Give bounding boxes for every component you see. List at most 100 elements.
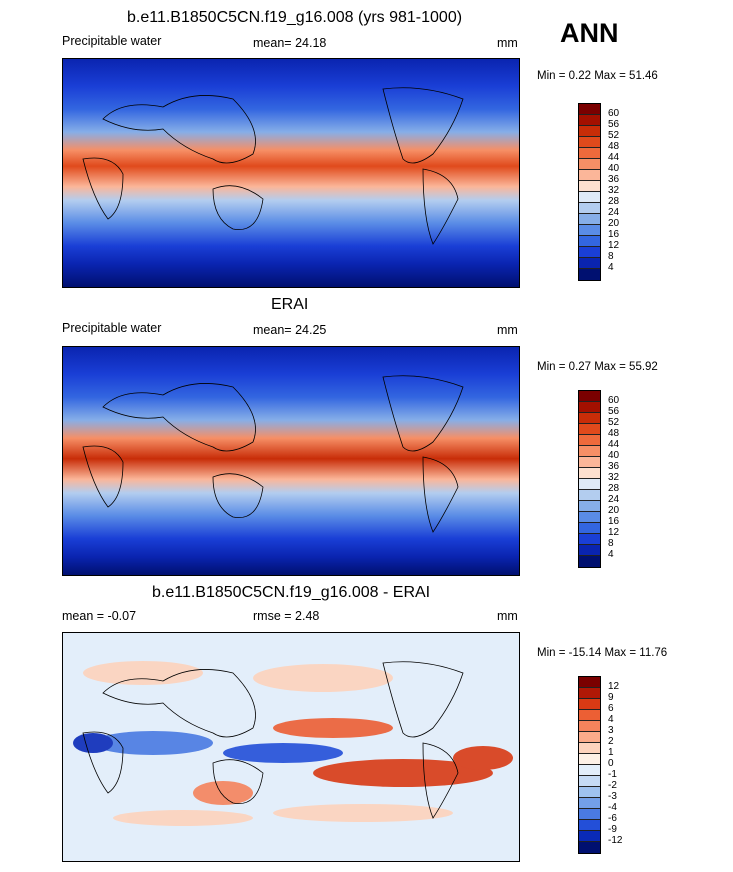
colorbar-box	[579, 490, 600, 501]
colorbar-tick-label: 36	[608, 461, 620, 472]
colorbar-box	[579, 787, 600, 798]
colorbar-box	[579, 699, 600, 710]
colorbar-tick-label: 52	[608, 417, 620, 428]
colorbar-tick-label: -3	[608, 791, 617, 802]
colorbar-box	[579, 214, 600, 225]
panel3-mean-value: -0.07	[107, 609, 137, 623]
colorbar-tick-label: 12	[608, 527, 620, 538]
panel2-minmax: Min = 0.27 Max = 55.92	[537, 361, 658, 373]
panel1-mean-value: 24.18	[295, 36, 327, 50]
colorbar-tick-label: 24	[608, 494, 620, 505]
colorbar-tick-label: 20	[608, 218, 620, 229]
panel3-rmse: rmse = 2.48	[253, 609, 319, 623]
panel3-colorbar	[578, 676, 601, 854]
colorbar-box	[579, 842, 600, 853]
panel3-title: b.e11.B1850C5CN.f19_g16.008 - ERAI	[152, 584, 431, 601]
colorbar-tick-label: 2	[608, 736, 614, 747]
colorbar-box	[579, 523, 600, 534]
colorbar-tick-label: -4	[608, 802, 617, 813]
colorbar-box	[579, 688, 600, 699]
colorbar-tick-label: 48	[608, 428, 620, 439]
colorbar-box	[579, 501, 600, 512]
colorbar-box	[579, 754, 600, 765]
colorbar-box	[579, 809, 600, 820]
panel1-map	[62, 58, 520, 288]
colorbar-tick-label: 40	[608, 163, 620, 174]
colorbar-tick-label: -6	[608, 813, 617, 824]
panel1-variable-label: Precipitable water	[62, 34, 162, 48]
panel2-colorbar	[578, 390, 601, 568]
panel2-units: mm	[497, 323, 518, 337]
colorbar-box	[579, 137, 600, 148]
colorbar-box	[579, 391, 600, 402]
colorbar-box	[579, 115, 600, 126]
panel3-mean-label: mean =	[62, 609, 105, 623]
colorbar-tick-label: 9	[608, 692, 614, 703]
colorbar-tick-label: 1	[608, 747, 614, 758]
colorbar-tick-label: 4	[608, 714, 614, 725]
colorbar-box	[579, 225, 600, 236]
colorbar-tick-label: 0	[608, 758, 614, 769]
colorbar-box	[579, 743, 600, 754]
colorbar-box	[579, 776, 600, 787]
colorbar-tick-label: -9	[608, 824, 617, 835]
colorbar-tick-label: 4	[608, 549, 614, 560]
panel1-colorbar	[578, 103, 601, 281]
colorbar-tick-label: 12	[608, 681, 620, 692]
colorbar-box	[579, 446, 600, 457]
colorbar-box	[579, 247, 600, 258]
panel2-mean-label: mean=	[253, 323, 292, 337]
panel2-map	[62, 346, 520, 576]
colorbar-tick-label: 16	[608, 229, 620, 240]
colorbar-box	[579, 435, 600, 446]
colorbar-tick-label: 32	[608, 185, 620, 196]
colorbar-tick-label: 48	[608, 141, 620, 152]
colorbar-box	[579, 159, 600, 170]
colorbar-box	[579, 181, 600, 192]
colorbar-tick-label: 36	[608, 174, 620, 185]
colorbar-tick-label: 16	[608, 516, 620, 527]
colorbar-box	[579, 512, 600, 523]
colorbar-box	[579, 710, 600, 721]
panel2-mean-value: 24.25	[295, 323, 327, 337]
colorbar-box	[579, 534, 600, 545]
colorbar-tick-label: -12	[608, 835, 623, 846]
colorbar-tick-label: -2	[608, 780, 617, 791]
panel2-mean: mean= 24.25	[253, 323, 326, 337]
colorbar-box	[579, 798, 600, 809]
colorbar-box	[579, 203, 600, 214]
colorbar-tick-label: 56	[608, 119, 620, 130]
colorbar-box	[579, 545, 600, 556]
colorbar-tick-label: 20	[608, 505, 620, 516]
colorbar-tick-label: 6	[608, 703, 614, 714]
colorbar-tick-label: 56	[608, 406, 620, 417]
colorbar-box	[579, 402, 600, 413]
panel3-minmax: Min = -15.14 Max = 11.76	[537, 647, 668, 659]
colorbar-tick-label: -1	[608, 769, 617, 780]
colorbar-tick-label: 4	[608, 262, 614, 273]
colorbar-box	[579, 479, 600, 490]
panel1-units: mm	[497, 36, 518, 50]
colorbar-box	[579, 148, 600, 159]
colorbar-box	[579, 732, 600, 743]
panel2-variable-label: Precipitable water	[62, 321, 162, 335]
colorbar-box	[579, 457, 600, 468]
panel3-rmse-label: rmse =	[253, 609, 292, 623]
colorbar-box	[579, 677, 600, 688]
colorbar-box	[579, 765, 600, 776]
colorbar-box	[579, 820, 600, 831]
colorbar-box	[579, 126, 600, 137]
colorbar-tick-label: 60	[608, 108, 620, 119]
colorbar-tick-label: 8	[608, 251, 614, 262]
colorbar-tick-label: 28	[608, 196, 620, 207]
colorbar-box	[579, 104, 600, 115]
colorbar-box	[579, 269, 600, 280]
colorbar-tick-label: 28	[608, 483, 620, 494]
colorbar-box	[579, 170, 600, 181]
colorbar-box	[579, 258, 600, 269]
colorbar-tick-label: 3	[608, 725, 614, 736]
colorbar-box	[579, 424, 600, 435]
panel3-map	[62, 632, 520, 862]
colorbar-tick-label: 12	[608, 240, 620, 251]
colorbar-tick-label: 32	[608, 472, 620, 483]
